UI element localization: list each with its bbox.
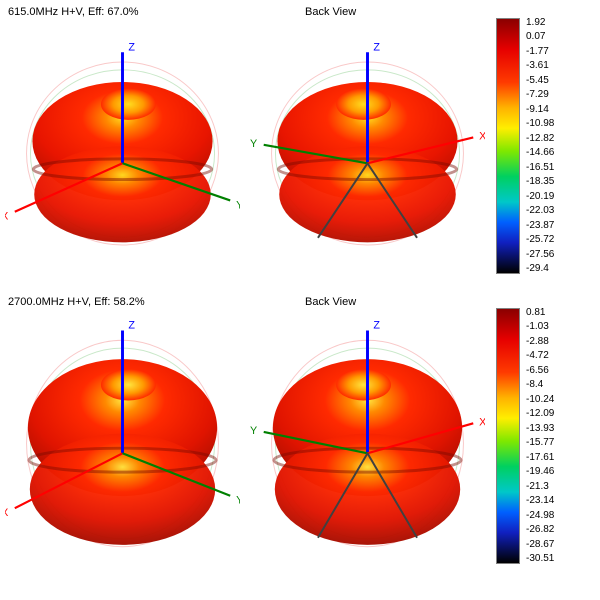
legend-tick: -12.82 (526, 134, 554, 144)
legend-tick: -9.14 (526, 105, 554, 115)
legend-tick: -18.35 (526, 177, 554, 187)
legend-tick: -12.09 (526, 409, 554, 419)
legend-tick: -4.72 (526, 351, 554, 361)
legend-tick: -27.56 (526, 250, 554, 260)
figure-grid: 615.0MHz H+V, Eff: 67.0% Z X Y Back View Z… (0, 0, 600, 600)
legend-tick: -30.51 (526, 554, 554, 564)
axis-label: Y (236, 495, 240, 507)
legend-tick: -3.61 (526, 61, 554, 71)
legend-tick: -28.67 (526, 540, 554, 550)
legend-tick: -10.98 (526, 119, 554, 129)
panel-title: Back View (305, 296, 356, 308)
panel-title: Back View (305, 6, 356, 18)
legend-ticks: 1.92 0.07 -1.77 -3.61 -5.45 -7.29 -9.14 -10.98 -… (526, 18, 554, 274)
axis-label: Z (128, 320, 135, 332)
legend-tick: -5.45 (526, 76, 554, 86)
legend-tick: -16.51 (526, 163, 554, 173)
panel-2700-back: Back View Z X Y (245, 290, 490, 580)
panel-title: 615.0MHz H+V, Eff: 67.0% (8, 6, 139, 18)
axis-label: Z (128, 41, 135, 53)
radiation-pattern-3d: Z X Y (250, 312, 485, 575)
axis-label: Y (250, 138, 257, 150)
legend-tick: -29.4 (526, 264, 554, 274)
legend-tick: 0.81 (526, 308, 554, 318)
panel-2700-front: 2700.0MHz H+V, Eff: 58.2% Z X Y (0, 290, 245, 580)
legend-tick: -23.87 (526, 221, 554, 231)
legend-tick: -24.98 (526, 511, 554, 521)
radiation-pattern-3d: Z X Y (5, 312, 240, 575)
legend-tick: -15.77 (526, 438, 554, 448)
axis-label: Y (236, 199, 240, 211)
axis-label: Z (373, 320, 380, 332)
axis-label: X (479, 416, 485, 428)
axis-label: Y (250, 425, 257, 437)
legend-tick: -6.56 (526, 366, 554, 376)
legend-ticks: 0.81 -1.03 -2.88 -4.72 -6.56 -8.4 -10.24 -12.09… (526, 308, 554, 564)
legend-tick: 1.92 (526, 18, 554, 28)
legend-tick: -1.77 (526, 47, 554, 57)
legend-tick: -21.3 (526, 482, 554, 492)
legend-tick: -13.93 (526, 424, 554, 434)
legend-tick: -10.24 (526, 395, 554, 405)
legend-tick: -25.72 (526, 235, 554, 245)
legend-colorbar (496, 308, 520, 564)
legend-2700: 0.81 -1.03 -2.88 -4.72 -6.56 -8.4 -10.24 -12.09… (490, 290, 600, 580)
legend-tick: -1.03 (526, 322, 554, 332)
legend-tick: -7.29 (526, 90, 554, 100)
legend-tick: -20.19 (526, 192, 554, 202)
legend-tick: 0.07 (526, 32, 554, 42)
axis-label: X (479, 130, 485, 142)
axis-label: X (5, 507, 8, 519)
legend-615: 1.92 0.07 -1.77 -3.61 -5.45 -7.29 -9.14 -10.98 -… (490, 0, 600, 290)
legend-tick: -22.03 (526, 206, 554, 216)
axis-label: X (5, 211, 8, 223)
legend-tick: -23.14 (526, 496, 554, 506)
legend-tick: -17.61 (526, 453, 554, 463)
radiation-pattern-3d: Z X Y (250, 22, 485, 285)
panel-title: 2700.0MHz H+V, Eff: 58.2% (8, 296, 145, 308)
legend-tick: -2.88 (526, 337, 554, 347)
panel-615-back: Back View Z X Y (245, 0, 490, 290)
legend-colorbar (496, 18, 520, 274)
legend-tick: -8.4 (526, 380, 554, 390)
radiation-pattern-3d: Z X Y (5, 22, 240, 285)
legend-tick: -14.66 (526, 148, 554, 158)
legend-tick: -26.82 (526, 525, 554, 535)
panel-615-front: 615.0MHz H+V, Eff: 67.0% Z X Y (0, 0, 245, 290)
legend-tick: -19.46 (526, 467, 554, 477)
axis-label: Z (373, 41, 380, 53)
